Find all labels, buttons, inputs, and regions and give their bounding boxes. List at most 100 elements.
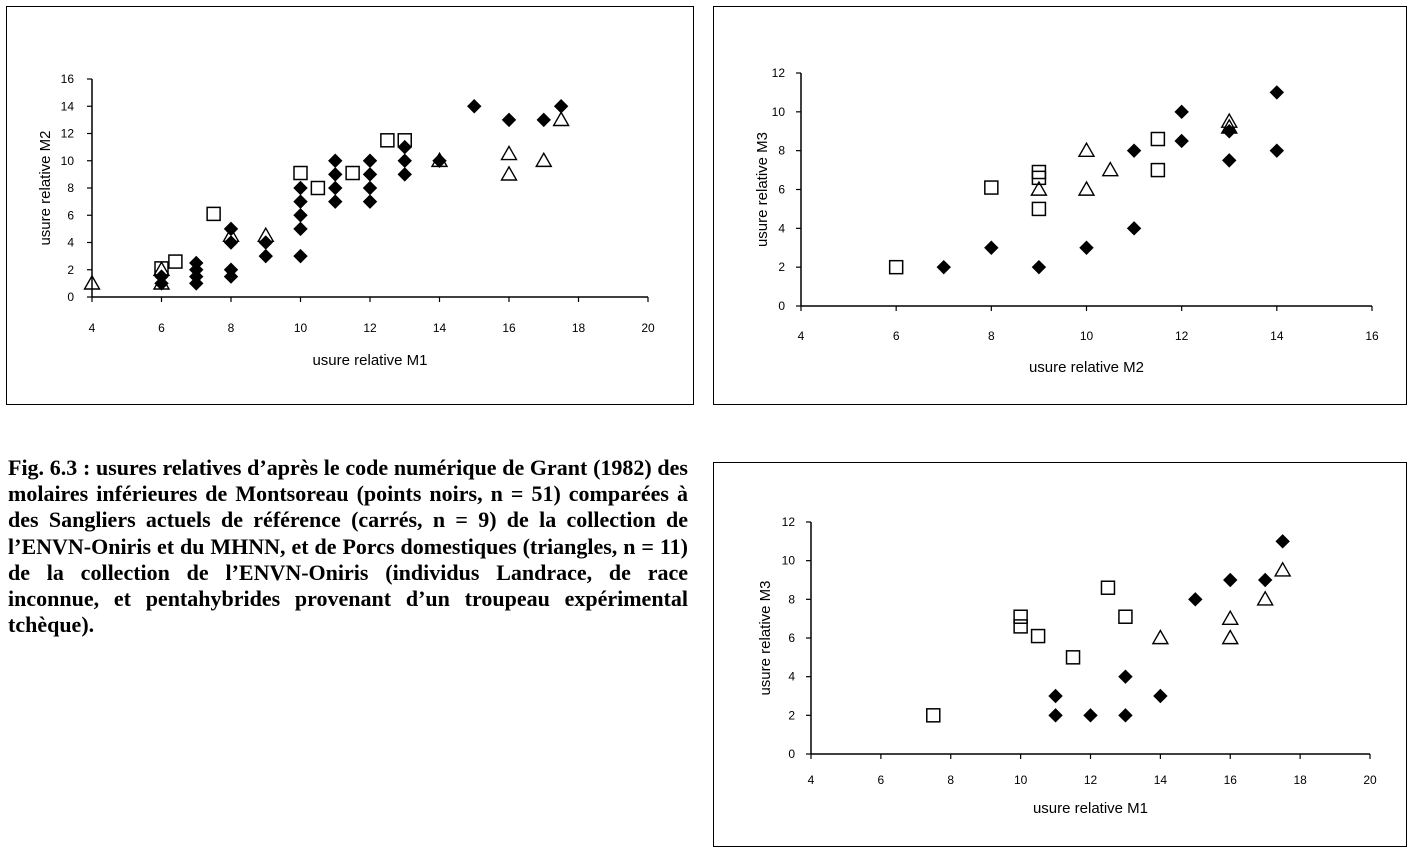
y-tick-label: 6 xyxy=(778,183,785,197)
x-tick-label: 10 xyxy=(1014,773,1028,787)
y-axis-title: usure relative M2 xyxy=(37,130,54,245)
diamond-marker xyxy=(1118,708,1133,723)
diamond-marker xyxy=(432,153,447,168)
y-tick-label: 14 xyxy=(61,99,75,113)
triangle-marker xyxy=(552,110,570,127)
x-tick-label: 14 xyxy=(1270,329,1284,343)
series-open-square xyxy=(154,133,412,276)
y-tick-label: 6 xyxy=(67,208,74,222)
diamond-marker xyxy=(1048,688,1063,704)
diamond-marker xyxy=(223,262,239,277)
y-tick-label: 0 xyxy=(788,747,795,761)
y-tick-label: 4 xyxy=(67,236,74,250)
series-open-square xyxy=(926,580,1133,723)
scatter-plot-m1-m3: 4 6 8 10 12 14 16 18 20 0 2 4 6 8 10 12 usure relative M… xyxy=(757,515,1377,817)
square-marker xyxy=(1031,201,1047,217)
diamond-marker xyxy=(1031,259,1047,275)
scatter-panel-m2-m3: 4 6 8 10 12 14 16 0 2 4 6 8 10 12 usure relative M2 usu… xyxy=(713,6,1407,405)
x-tick-label: 18 xyxy=(1293,773,1307,787)
x-tick-label: 12 xyxy=(363,321,377,335)
square-marker xyxy=(380,133,395,148)
diamond-marker xyxy=(362,180,378,196)
y-tick-label: 10 xyxy=(772,105,786,119)
diamond-marker xyxy=(553,99,569,114)
x-tick-label: 12 xyxy=(1084,773,1098,787)
x-tick-label: 6 xyxy=(158,321,165,335)
diamond-marker xyxy=(1222,124,1237,139)
square-marker xyxy=(293,165,308,181)
diamond-marker xyxy=(258,248,273,264)
scatter-plot-m2-m3: 4 6 8 10 12 14 16 0 2 4 6 8 10 12 usure relative M2 usu… xyxy=(754,66,1379,376)
diamond-marker xyxy=(1188,592,1203,607)
y-tick-label: 10 xyxy=(61,154,75,168)
triangle-marker xyxy=(1221,629,1239,645)
x-tick-label: 20 xyxy=(641,321,655,335)
x-tick-label: 16 xyxy=(1224,773,1238,787)
square-marker xyxy=(1150,162,1166,178)
triangle-marker xyxy=(1030,180,1048,196)
y-tick-label: 2 xyxy=(67,263,74,277)
x-tick-label: 14 xyxy=(433,321,447,335)
diamond-marker xyxy=(501,112,517,128)
triangle-marker xyxy=(1151,629,1170,645)
diamond-marker xyxy=(328,153,343,168)
y-tick-label: 0 xyxy=(778,299,785,313)
diamond-marker xyxy=(1223,572,1238,588)
square-marker xyxy=(1030,628,1046,644)
x-axis-title: usure relative M1 xyxy=(1033,800,1148,817)
y-tick-label: 4 xyxy=(778,221,785,235)
triangle-marker xyxy=(83,274,101,290)
y-axis-title: usure relative M3 xyxy=(754,132,771,247)
square-marker xyxy=(888,259,904,275)
y-tick-label: 12 xyxy=(772,66,786,80)
diamond-marker xyxy=(1257,572,1273,588)
x-tick-label: 4 xyxy=(798,329,805,343)
square-marker xyxy=(1100,580,1116,595)
diamond-marker xyxy=(1153,688,1168,704)
y-tick-label: 10 xyxy=(782,554,796,568)
diamond-marker xyxy=(328,180,343,196)
y-tick-label: 12 xyxy=(61,127,75,141)
diamond-marker xyxy=(397,167,412,182)
diamond-marker xyxy=(1079,240,1094,255)
diamond-marker xyxy=(293,208,308,223)
series-filled-diamond xyxy=(936,85,1285,275)
y-tick-label: 6 xyxy=(788,631,795,645)
x-tick-label: 16 xyxy=(1365,329,1379,343)
diamond-marker xyxy=(258,235,273,250)
triangle-marker xyxy=(535,151,553,168)
diamond-marker xyxy=(362,153,378,168)
square-marker xyxy=(345,165,360,181)
square-marker xyxy=(984,180,999,195)
square-marker xyxy=(1013,609,1028,624)
triangle-marker xyxy=(500,145,518,161)
square-marker xyxy=(1065,650,1081,665)
diamond-marker xyxy=(1118,669,1133,684)
x-tick-label: 10 xyxy=(294,321,308,335)
y-tick-label: 2 xyxy=(788,708,795,722)
square-marker xyxy=(1150,131,1166,147)
series-open-square xyxy=(888,131,1166,275)
figure-caption: Fig. 6.3 : usures relatives d’après le c… xyxy=(8,455,688,638)
y-axis-title: usure relative M3 xyxy=(757,580,774,695)
square-marker xyxy=(1118,609,1133,624)
diamond-marker xyxy=(1126,221,1142,236)
x-tick-label: 12 xyxy=(1175,329,1189,343)
x-tick-label: 14 xyxy=(1154,773,1168,787)
diamond-marker xyxy=(1174,104,1189,120)
triangle-marker xyxy=(1077,180,1096,196)
diamond-marker xyxy=(536,112,551,128)
diamond-marker xyxy=(189,255,204,271)
diamond-marker xyxy=(223,235,239,250)
x-axis-title: usure relative M1 xyxy=(312,352,427,369)
square-marker xyxy=(310,180,326,196)
x-tick-label: 16 xyxy=(502,321,516,335)
y-tick-label: 8 xyxy=(67,181,74,195)
scatter-panel-m1-m2: 4 6 8 10 12 14 16 18 20 0 2 4 6 8 10 12 14 16 usure relati… xyxy=(6,6,694,405)
y-tick-label: 16 xyxy=(61,72,75,86)
square-marker xyxy=(168,254,183,269)
diamond-marker xyxy=(936,259,951,275)
diamond-marker xyxy=(984,240,999,255)
triangle-marker xyxy=(1077,141,1096,157)
diamond-marker xyxy=(1222,153,1237,168)
